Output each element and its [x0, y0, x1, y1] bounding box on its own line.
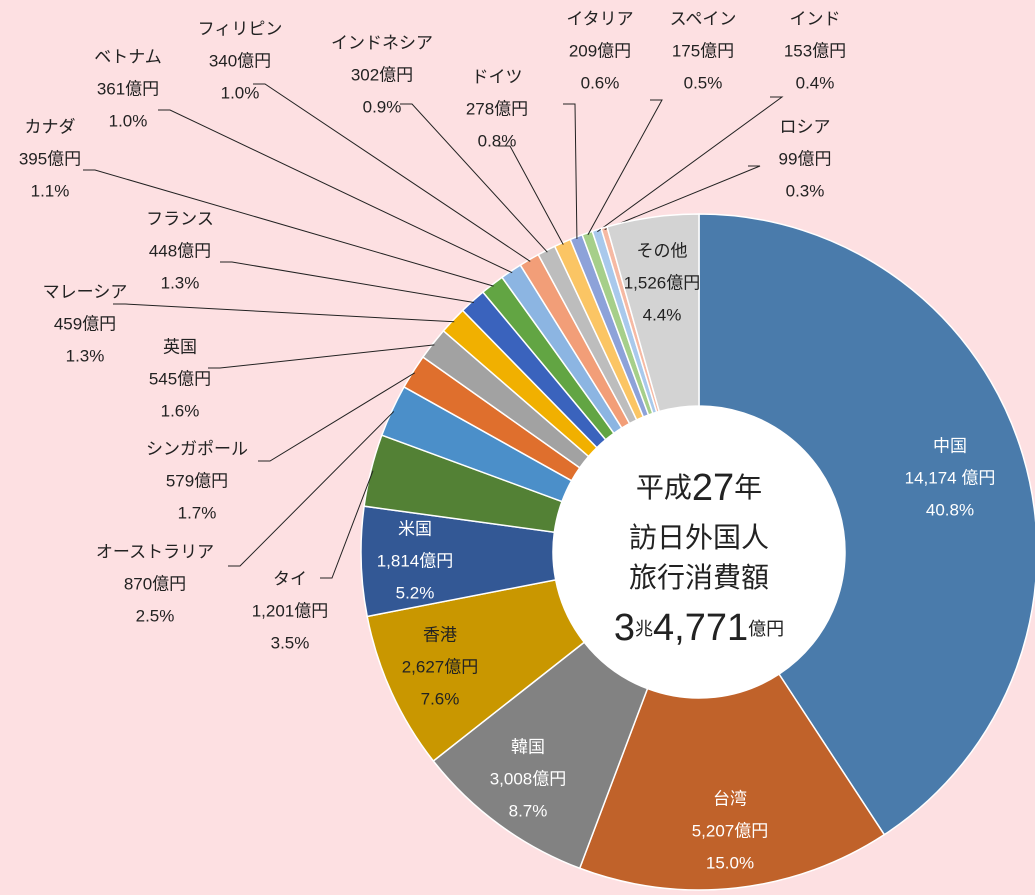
center-text-part: 億円 — [748, 619, 784, 639]
percent-label: 4.4% — [643, 305, 682, 324]
category-label: 中国 — [933, 436, 967, 455]
center-text: 旅行消費額 — [629, 562, 769, 593]
percent-label: 0.3% — [786, 181, 825, 200]
category-label: スペイン — [670, 9, 737, 28]
category-label: その他 — [637, 241, 688, 260]
value-label: 175億円 — [672, 41, 734, 60]
center-text-part: 3 — [614, 607, 635, 649]
percent-label: 1.0% — [221, 83, 260, 102]
percent-label: 1.0% — [109, 111, 148, 130]
center-text-part: 兆 — [635, 619, 653, 639]
percent-label: 3.5% — [271, 633, 310, 652]
value-label: 1,201億円 — [252, 601, 329, 620]
center-text: 訪日外国人 — [629, 522, 769, 553]
category-label: 韓国 — [511, 737, 545, 756]
leader-line — [253, 83, 531, 262]
value-label: 579億円 — [166, 471, 228, 490]
leader-line — [83, 169, 494, 287]
value-label: 448億円 — [149, 241, 211, 260]
leader-line — [320, 470, 374, 579]
percent-label: 1.6% — [161, 401, 200, 420]
value-label: 278億円 — [466, 99, 528, 118]
category-label: ベトナム — [94, 47, 162, 66]
percent-label: 8.7% — [509, 801, 548, 820]
category-label: インド — [790, 9, 841, 28]
leader-line — [158, 109, 513, 274]
value-label: 153億円 — [784, 41, 846, 60]
value-label: 209億円 — [569, 41, 631, 60]
value-label: 340億円 — [209, 51, 271, 70]
value-label: 1,814億円 — [377, 551, 454, 570]
value-label: 459億円 — [54, 314, 116, 333]
value-label: 99億円 — [779, 149, 832, 168]
category-label: オーストラリア — [96, 542, 214, 561]
value-label: 2,627億円 — [402, 657, 479, 676]
donut-hole — [553, 406, 845, 698]
leader-line — [604, 165, 761, 230]
center-text-part: 年 — [734, 472, 762, 503]
percent-label: 0.5% — [684, 73, 723, 92]
percent-label: 1.3% — [161, 273, 200, 292]
leader-line — [597, 96, 784, 233]
category-label: マレーシア — [43, 282, 128, 301]
percent-label: 40.8% — [926, 500, 974, 519]
center-text-part: 平成 — [636, 472, 692, 503]
percent-label: 0.9% — [363, 97, 402, 116]
value-label: 5,207億円 — [692, 821, 769, 840]
center-text-part: 訪日外国人 — [629, 522, 769, 553]
category-label: ロシア — [780, 117, 831, 136]
percent-label: 5.2% — [396, 583, 435, 602]
leader-line — [400, 103, 548, 253]
center-text: 平成27年 — [636, 467, 762, 509]
category-label: シンガポール — [146, 439, 248, 458]
percent-label: 0.8% — [478, 131, 517, 150]
value-label: 14,174 億円 — [905, 468, 996, 487]
leader-line — [220, 261, 475, 304]
value-label: 395億円 — [19, 149, 81, 168]
category-label: 台湾 — [713, 789, 747, 808]
category-label: フランス — [146, 209, 214, 228]
value-label: 361億円 — [97, 79, 159, 98]
percent-label: 1.7% — [178, 503, 217, 522]
value-label: 3,008億円 — [490, 769, 567, 788]
leader-line — [563, 103, 578, 239]
category-label: タイ — [273, 569, 307, 588]
value-label: 1,526億円 — [624, 273, 701, 292]
category-label: 香港 — [423, 625, 457, 644]
value-label: 302億円 — [351, 65, 413, 84]
category-label: ドイツ — [472, 67, 523, 86]
percent-label: 0.6% — [581, 73, 620, 92]
category-label: フィリピン — [198, 19, 283, 38]
value-label: 545億円 — [149, 369, 211, 388]
leader-line — [113, 303, 455, 323]
leader-line — [208, 344, 435, 369]
center-text-part: 旅行消費額 — [629, 562, 769, 593]
percent-label: 15.0% — [706, 853, 754, 872]
category-label: カナダ — [25, 117, 76, 136]
category-label: 英国 — [163, 337, 197, 356]
category-label: イタリア — [566, 9, 633, 28]
percent-label: 2.5% — [136, 606, 175, 625]
percent-label: 0.4% — [796, 73, 835, 92]
category-label: インドネシア — [331, 33, 433, 52]
leader-line — [587, 99, 663, 236]
percent-label: 7.6% — [421, 689, 460, 708]
value-label: 870億円 — [124, 574, 186, 593]
center-text-part: 4,771 — [653, 607, 748, 649]
leader-line — [258, 372, 416, 462]
category-label: 米国 — [398, 519, 432, 538]
percent-label: 1.1% — [31, 181, 70, 200]
leader-line — [228, 411, 395, 567]
center-text: 3兆4,771億円 — [614, 607, 784, 649]
center-text-part: 27 — [692, 467, 734, 509]
leader-line — [498, 145, 564, 245]
percent-label: 1.3% — [66, 346, 105, 365]
